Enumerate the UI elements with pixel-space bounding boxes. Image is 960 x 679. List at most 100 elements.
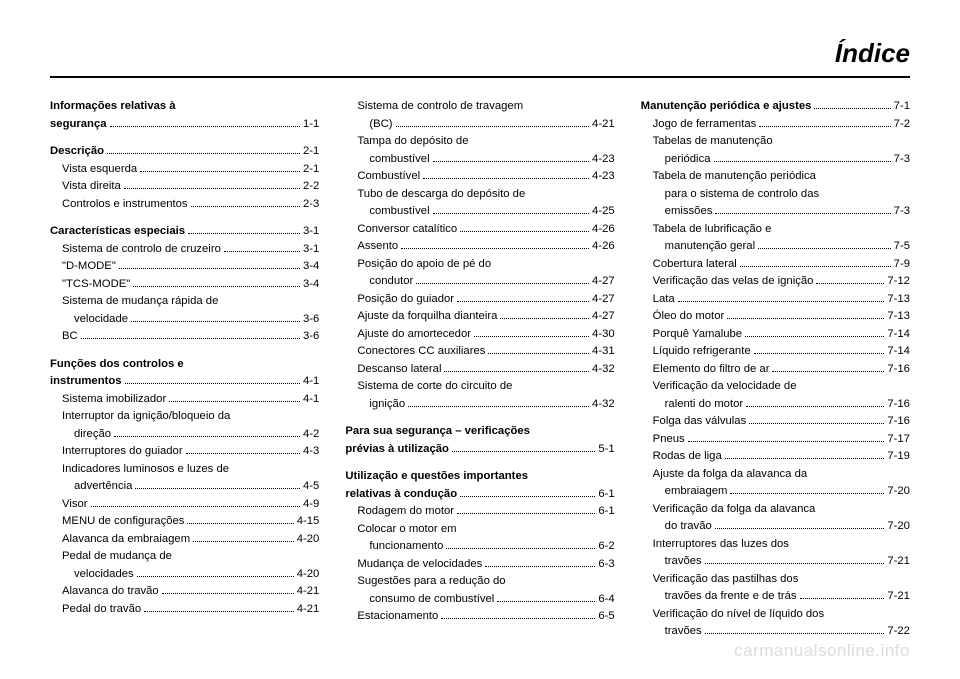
toc-leader-dots — [224, 251, 300, 252]
toc-page-number: 4-23 — [592, 151, 615, 169]
toc-label: velocidade — [74, 311, 128, 329]
toc-entry: Descrição2-1 — [50, 143, 319, 161]
toc-column-1: Informações relativas àsegurança1-1Descr… — [50, 98, 319, 619]
toc-page-number: 7-13 — [887, 308, 910, 326]
watermark: carmanualsonline.info — [734, 641, 910, 661]
toc-leader-dots — [497, 601, 595, 602]
toc-page-number: 1-1 — [303, 116, 319, 134]
toc-entry: Porquê Yamalube 7-14 — [641, 326, 910, 344]
toc-label: Sistema de corte do circuito de — [357, 378, 512, 396]
toc-label: Conversor catalítico — [357, 221, 457, 239]
toc-leader-dots — [727, 318, 884, 319]
toc-leader-dots — [800, 598, 885, 599]
toc-label: Informações relativas à — [50, 98, 176, 116]
toc-label: velocidades — [74, 566, 134, 584]
toc-entry: Tabela de lubrificação e — [641, 221, 910, 239]
toc-entry: Elemento do filtro de ar7-16 — [641, 361, 910, 379]
toc-entry: Informações relativas à — [50, 98, 319, 116]
toc-entry: Rodagem do motor6-1 — [345, 503, 614, 521]
toc-label: Ajuste da folga da alavanca da — [653, 466, 808, 484]
toc-entry: Verificação das velas de ignição7-12 — [641, 273, 910, 291]
toc-entry: embraiagem7-20 — [641, 483, 910, 501]
toc-label: Rodas de liga — [653, 448, 722, 466]
toc-entry: Sugestões para a redução do — [345, 573, 614, 591]
toc-leader-dots — [500, 318, 589, 319]
toc-label: manutenção geral — [665, 238, 755, 256]
toc-page-number: 4-15 — [297, 513, 320, 531]
toc-entry: velocidade3-6 — [50, 311, 319, 329]
toc-entry: Funções dos controlos e — [50, 356, 319, 374]
toc-page-number: 4-26 — [592, 238, 615, 256]
toc-entry: travões7-21 — [641, 553, 910, 571]
toc-label: Interruptores das luzes dos — [653, 536, 789, 554]
toc-label: Verificação da folga da alavanca — [653, 501, 816, 519]
toc-page-number: 4-31 — [592, 343, 615, 361]
toc-entry: relativas à condução6-1 — [345, 486, 614, 504]
toc-label: Porquê Yamalube — [653, 326, 742, 344]
toc-entry: Estacionamento6-5 — [345, 608, 614, 626]
toc-label: "D-MODE" — [62, 258, 116, 276]
toc-page-number: 4-25 — [592, 203, 615, 221]
toc-leader-dots — [396, 126, 589, 127]
toc-label: instrumentos — [50, 373, 122, 391]
toc-label: Para sua segurança – verificações — [345, 423, 530, 441]
toc-page-number: 2-2 — [303, 178, 319, 196]
toc-page-number: 7-21 — [887, 588, 910, 606]
toc-label: prévias à utilização — [345, 441, 449, 459]
toc-entry: Para sua segurança – verificações — [345, 423, 614, 441]
toc-label: Manutenção periódica e ajustes — [641, 98, 812, 116]
toc-label: Funções dos controlos e — [50, 356, 184, 374]
toc-label: combustível — [369, 151, 429, 169]
toc-label: Pedal de mudança de — [62, 548, 172, 566]
toc-label: Vista esquerda — [62, 161, 137, 179]
toc-label: Rodagem do motor — [357, 503, 454, 521]
toc-entry: Folga das válvulas7-16 — [641, 413, 910, 431]
toc-entry: ralenti do motor7-16 — [641, 396, 910, 414]
toc-leader-dots — [730, 493, 884, 494]
toc-entry: Sistema de mudança rápida de — [50, 293, 319, 311]
toc-leader-dots — [433, 213, 589, 214]
toc-entry: manutenção geral7-5 — [641, 238, 910, 256]
toc-entry: Combustível4-23 — [345, 168, 614, 186]
toc-page-number: 7-12 — [887, 273, 910, 291]
toc-entry: funcionamento6-2 — [345, 538, 614, 556]
toc-label: Alavanca do travão — [62, 583, 159, 601]
toc-page-number: 4-21 — [297, 601, 320, 619]
toc-page-number: 4-2 — [303, 426, 319, 444]
toc-label: Verificação do nível de líquido dos — [653, 606, 824, 624]
toc-label: funcionamento — [369, 538, 443, 556]
toc-entry: Posição do apoio de pé do — [345, 256, 614, 274]
toc-leader-dots — [408, 406, 589, 407]
toc-page-number: 7-14 — [887, 326, 910, 344]
toc-page-number: 7-14 — [887, 343, 910, 361]
toc-entry: Lata7-13 — [641, 291, 910, 309]
toc-entry: Posição do guiador4-27 — [345, 291, 614, 309]
toc-entry: do travão7-20 — [641, 518, 910, 536]
toc-entry: prévias à utilização5-1 — [345, 441, 614, 459]
toc-leader-dots — [488, 353, 589, 354]
toc-entry: combustível 4-23 — [345, 151, 614, 169]
toc-entry: Tampa do depósito de — [345, 133, 614, 151]
toc-page-number: 4-3 — [303, 443, 319, 461]
toc-entry: Verificação do nível de líquido dos — [641, 606, 910, 624]
toc-page-number: 7-13 — [887, 291, 910, 309]
toc-leader-dots — [446, 548, 595, 549]
toc-entry: Mudança de velocidades6-3 — [345, 556, 614, 574]
toc-page-number: 7-19 — [887, 448, 910, 466]
toc-label: embraiagem — [665, 483, 728, 501]
toc-page-number: 3-1 — [303, 223, 319, 241]
toc-label: BC — [62, 328, 78, 346]
toc-label: Estacionamento — [357, 608, 438, 626]
toc-entry: Interruptores do guiador 4-3 — [50, 443, 319, 461]
toc-entry: Tabela de manutenção periódica — [641, 168, 910, 186]
toc-label: combustível — [369, 203, 429, 221]
toc-entry: Rodas de liga 7-19 — [641, 448, 910, 466]
toc-label: Interruptores do guiador — [62, 443, 183, 461]
toc-entry: Visor4-9 — [50, 496, 319, 514]
toc-entry: velocidades4-20 — [50, 566, 319, 584]
toc-columns: Informações relativas àsegurança1-1Descr… — [50, 98, 910, 619]
toc-page-number: 7-9 — [894, 256, 910, 274]
toc-entry: "TCS-MODE"3-4 — [50, 276, 319, 294]
toc-page-number: 4-30 — [592, 326, 615, 344]
toc-entry: Verificação da folga da alavanca — [641, 501, 910, 519]
